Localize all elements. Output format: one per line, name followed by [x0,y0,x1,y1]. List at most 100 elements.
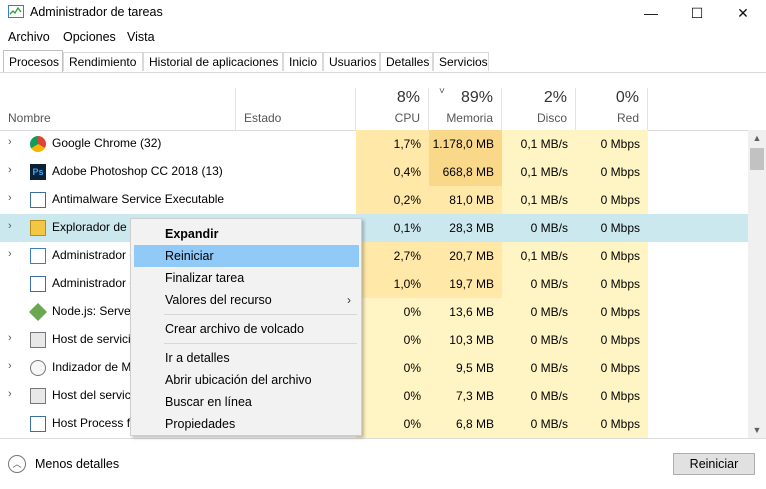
process-cpu-value: 0,4% [356,158,429,186]
context-menu-item[interactable]: Buscar en línea [134,391,359,413]
process-net-value: 0 Mbps [576,298,648,326]
menu-archivo[interactable]: Archivo [8,30,50,44]
scroll-down-icon[interactable]: ▼ [752,425,762,435]
chevron-right-icon[interactable]: › [8,360,12,372]
less-details-link[interactable]: Menos detalles [35,457,120,471]
process-name: Host de servicio [52,332,138,346]
process-mem-value: 1.178,0 MB [429,130,502,158]
context-menu-item[interactable]: Reiniciar [134,245,359,267]
context-menu-item[interactable]: Ir a detalles [134,347,359,369]
process-list: › Google Chrome (32) 1,7% 1.178,0 MB 0,1 MB/… [0,130,748,438]
process-cpu-value: 0,2% [356,186,429,214]
chevron-right-icon[interactable]: › [8,136,12,148]
process-net-value: 0 Mbps [576,130,648,158]
chevron-right-icon[interactable]: › [8,332,12,344]
tab-servicios[interactable]: Servicios [433,52,489,71]
menu-opciones[interactable]: Opciones [63,30,116,44]
chevron-right-icon[interactable]: › [8,164,12,176]
process-disk-value: 0 MB/s [502,410,576,438]
tab-rendimiento[interactable]: Rendimiento [63,52,143,71]
process-disk-value: 0 MB/s [502,270,576,298]
chevron-right-icon[interactable]: › [8,220,12,232]
process-disk-value: 0 MB/s [502,298,576,326]
chevron-up-icon[interactable]: ︿ [8,455,26,473]
process-row[interactable]: Node.js: Server-side JavaScript0%13,6 MB… [0,298,748,326]
context-menu-item-label: Propiedades [165,417,236,431]
process-mem-value: 28,3 MB [449,221,494,235]
process-net-value: 0 Mbps [576,158,648,186]
context-menu-item[interactable]: Crear archivo de volcado [134,318,359,340]
process-name: Antimalware Service Executable [52,192,225,206]
process-net-value: 0 Mbps [576,326,648,354]
process-cpu-value: 0% [356,326,429,354]
restart-button[interactable]: Reiniciar [673,453,755,475]
menu-separator [164,314,357,315]
process-disk-value: 0 MB/s [502,382,576,410]
process-cpu-value: 1,0% [356,270,429,298]
tab-strip: Procesos Rendimiento Historial de aplica… [0,50,766,73]
process-row[interactable]: › Host de servicio 0% 10,3 MB 0 MB/s 0 Mbps [0,326,748,354]
header-memoria[interactable]: ˅ 89% Memoria [429,86,502,130]
process-row[interactable]: Administrador de ventanas 1,0% 19,7 MB 0 MB… [0,270,748,298]
header-nombre[interactable]: Nombre [0,88,236,130]
window-title: Administrador de tareas [30,5,163,19]
process-row[interactable]: › Administrador de tareas 2,7% 20,7 MB 0,1 M… [0,242,748,270]
context-menu-item-label: Crear archivo de volcado [165,322,304,336]
menu-vista[interactable]: Vista [127,30,155,44]
process-mem-value: 7,3 MB [429,382,502,410]
tab-usuarios[interactable]: Usuarios [323,52,380,71]
header-estado[interactable]: Estado [236,88,356,130]
tab-historial[interactable]: Historial de aplicaciones [143,52,283,71]
process-row[interactable]: Host Process for Windows Tasks0%6,8 MB0 … [0,410,748,438]
chevron-right-icon[interactable]: › [8,388,12,400]
header-cpu[interactable]: 8% CPU [356,88,429,130]
process-row[interactable]: › Antimalware Service Executable 0,2% 81,0 … [0,186,748,214]
tab-detalles[interactable]: Detalles [380,52,433,71]
scrollbar-thumb[interactable] [750,148,764,170]
chevron-right-icon[interactable]: › [8,248,12,260]
process-mem-value: 9,5 MB [429,354,502,382]
minimize-button[interactable]: — [644,5,658,21]
process-row[interactable]: › Explorador de Windows 0,1% 28,3 MB 0 MB/s 0… [0,214,748,242]
context-menu-item-label: Expandir [165,227,219,241]
process-mem-value: 13,6 MB [429,298,502,326]
context-menu-item[interactable]: Abrir ubicación del archivo [134,369,359,391]
process-row[interactable]: › Host del servicio 0% 7,3 MB 0 MB/s 0 Mbps [0,382,748,410]
context-menu-item-label: Abrir ubicación del archivo [165,373,312,387]
process-cpu-value: 0% [356,410,429,438]
process-mem-value: 19,7 MB [429,270,502,298]
process-mem-value: 668,8 MB [429,158,502,186]
nodejs-icon [28,302,48,322]
tab-inicio[interactable]: Inicio [283,52,323,71]
context-menu-item[interactable]: Propiedades [134,413,359,435]
process-row[interactable]: ›Indizador de Microsoft Windows Search0%… [0,354,748,382]
process-net-value: 0 Mbps [600,221,640,235]
close-button[interactable]: ✕ [737,5,749,21]
process-row[interactable]: › Google Chrome (32) 1,7% 1.178,0 MB 0,1 MB/… [0,130,748,158]
process-cpu-value: 2,7% [356,242,429,270]
maximize-button[interactable]: ☐ [690,5,704,21]
title-bar: Administrador de tareas — ☐ ✕ [0,0,766,26]
process-row[interactable]: › Ps Adobe Photoshop CC 2018 (13) 0,4% 668,8… [0,158,748,186]
process-name: Adobe Photoshop CC 2018 (13) [52,164,223,178]
header-disco[interactable]: 2% Disco [502,88,576,130]
context-menu-item-label: Finalizar tarea [165,271,245,285]
process-mem-value: 20,7 MB [429,242,502,270]
scroll-up-icon[interactable]: ▲ [752,133,762,143]
process-cpu-value: 0% [356,382,429,410]
header-red[interactable]: 0% Red [576,88,648,130]
sort-descending-icon: ˅ [439,86,445,97]
context-menu-item[interactable]: Valores del recurso › [134,289,359,311]
process-disk-value: 0 MB/s [530,221,568,235]
context-menu-item[interactable]: Finalizar tarea [134,267,359,289]
process-cpu-value: 1,7% [356,130,429,158]
vertical-scrollbar[interactable]: ▲ ▼ [748,130,766,438]
tab-procesos[interactable]: Procesos [3,50,63,72]
taskmgr-icon [30,248,46,264]
context-menu-item-label: Reiniciar [165,249,214,263]
chevron-right-icon[interactable]: › [8,192,12,204]
context-menu-item[interactable]: Expandir [134,223,359,245]
gear-icon [30,332,46,348]
task-manager-icon [8,5,24,18]
process-disk-value: 0,1 MB/s [502,242,576,270]
